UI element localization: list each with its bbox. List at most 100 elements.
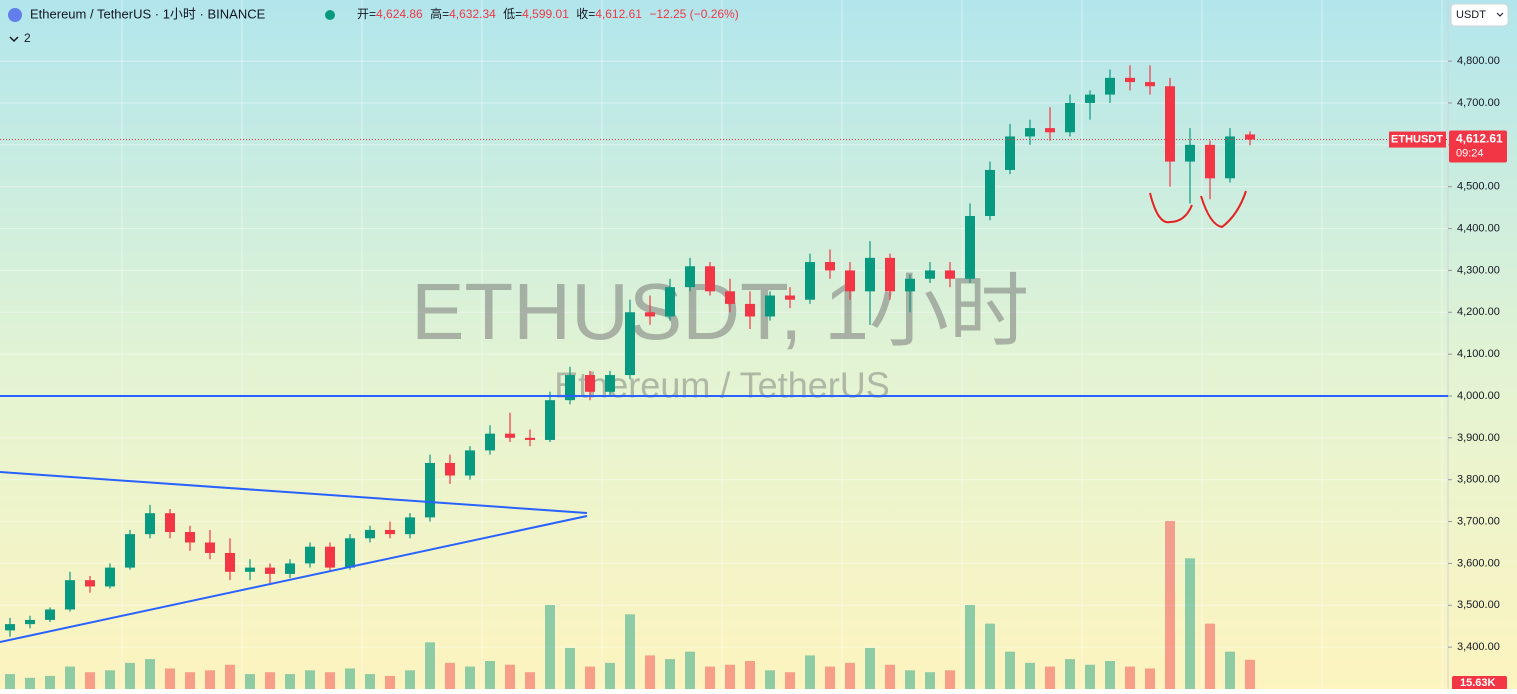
candle-body [845, 270, 855, 292]
volume-bar [305, 670, 315, 689]
candle-body [445, 462, 455, 476]
countdown: 09:24 [1456, 147, 1484, 159]
y-tick-label: 4,100.00 [1457, 348, 1500, 360]
candle-body [505, 433, 515, 438]
volume-bar [225, 664, 235, 689]
candle-body [585, 375, 595, 392]
candle-body [1025, 128, 1035, 137]
volume-bar [1045, 666, 1055, 689]
candle-body [965, 215, 975, 279]
candle-body [865, 257, 875, 292]
volume-bar [725, 664, 735, 689]
candle-body [345, 538, 355, 568]
volume-bar [465, 666, 475, 689]
candle-body [165, 513, 175, 533]
currency-select[interactable] [1450, 3, 1509, 27]
watermark-subtitle: Ethereum / TetherUS [554, 365, 890, 406]
candle-body [25, 619, 35, 625]
volume-bar [105, 670, 115, 689]
y-tick-label: 3,400.00 [1457, 641, 1500, 653]
volume-bar [1125, 666, 1135, 689]
candle-body [925, 270, 935, 279]
volume-bar [605, 662, 615, 689]
candle-body [1225, 136, 1235, 179]
volume-bar [1225, 651, 1235, 689]
volume-bar [1105, 661, 1115, 689]
volume-bar [585, 666, 595, 689]
volume-bar [345, 668, 355, 689]
y-tick-label: 3,700.00 [1457, 515, 1500, 527]
volume-bar [745, 661, 755, 689]
volume-bar [265, 672, 275, 689]
y-tick-label: 3,500.00 [1457, 599, 1500, 611]
volume-bar [185, 672, 195, 689]
symbol-tag-text: ETHUSDT [1391, 133, 1443, 145]
y-tick-label: 4,200.00 [1457, 306, 1500, 318]
y-tick-label: 4,300.00 [1457, 264, 1500, 276]
watermark: ETHUSDT, 1小时 [411, 267, 1029, 356]
volume-bar [765, 670, 775, 689]
volume-bar [205, 670, 215, 689]
candle-body [1245, 134, 1255, 140]
candle-body [645, 312, 655, 317]
symbol-title[interactable]: Ethereum / TetherUS · 1小时 · BINANCE [30, 6, 266, 21]
volume-bar [1165, 521, 1175, 689]
volume-bar [1085, 664, 1095, 689]
candle-body [625, 312, 635, 376]
candle-body [1185, 144, 1195, 162]
candle-body [185, 532, 195, 543]
volume-bar [1145, 668, 1155, 689]
candle-body [405, 517, 415, 535]
candle-body [465, 450, 475, 476]
volume-bar [1025, 662, 1035, 689]
candle-body [545, 400, 555, 440]
label: 收= [576, 7, 595, 21]
candle-body [885, 257, 895, 292]
candle-body [125, 534, 135, 568]
volume-bar [565, 647, 575, 689]
indicator-count[interactable]: 2 [24, 31, 31, 45]
y-tick-label: 4,400.00 [1457, 222, 1500, 234]
currency[interactable]: USDT [1456, 9, 1486, 21]
volume-bar [365, 674, 375, 689]
volume-bar [525, 672, 535, 689]
candle-body [805, 262, 815, 300]
volume-bar [485, 661, 495, 689]
volume-bar [125, 662, 135, 689]
volume-bar [1205, 623, 1215, 689]
price-tag-text: 4,612.61 [1456, 132, 1503, 146]
trendline [0, 471, 588, 514]
candle-body [325, 546, 335, 568]
y-tick-label: 4,500.00 [1457, 181, 1500, 193]
volume-bar [5, 674, 15, 689]
dropdown-icon [1496, 12, 1504, 17]
y-tick-label: 4,700.00 [1457, 97, 1500, 109]
volume-bar [665, 659, 675, 689]
price-tag [1449, 130, 1507, 163]
volume-bar [825, 666, 835, 689]
volume-bar [385, 675, 395, 689]
volume-bar [505, 664, 515, 689]
candle-body [265, 567, 275, 574]
volume-bar [85, 672, 95, 689]
candle-body [565, 375, 575, 401]
volume-bar [45, 675, 55, 689]
drawing [1200, 190, 1247, 229]
volume-bar [405, 670, 415, 689]
candle-body [65, 580, 75, 610]
candle-body [985, 169, 995, 216]
candle-body [765, 295, 775, 317]
candle-body [725, 291, 735, 304]
candle-body [225, 552, 235, 572]
label: 高= [430, 6, 449, 21]
candle-body [1105, 77, 1115, 95]
volume-bar [985, 623, 995, 689]
candle-body [905, 278, 915, 292]
collapse-icon[interactable] [9, 36, 19, 43]
volume-bar [145, 659, 155, 689]
candle-body [1165, 86, 1175, 162]
label: 开= [357, 7, 376, 21]
value: 4,599.01 [522, 7, 569, 21]
volume-tag [1452, 676, 1507, 690]
drawing [1149, 192, 1193, 224]
